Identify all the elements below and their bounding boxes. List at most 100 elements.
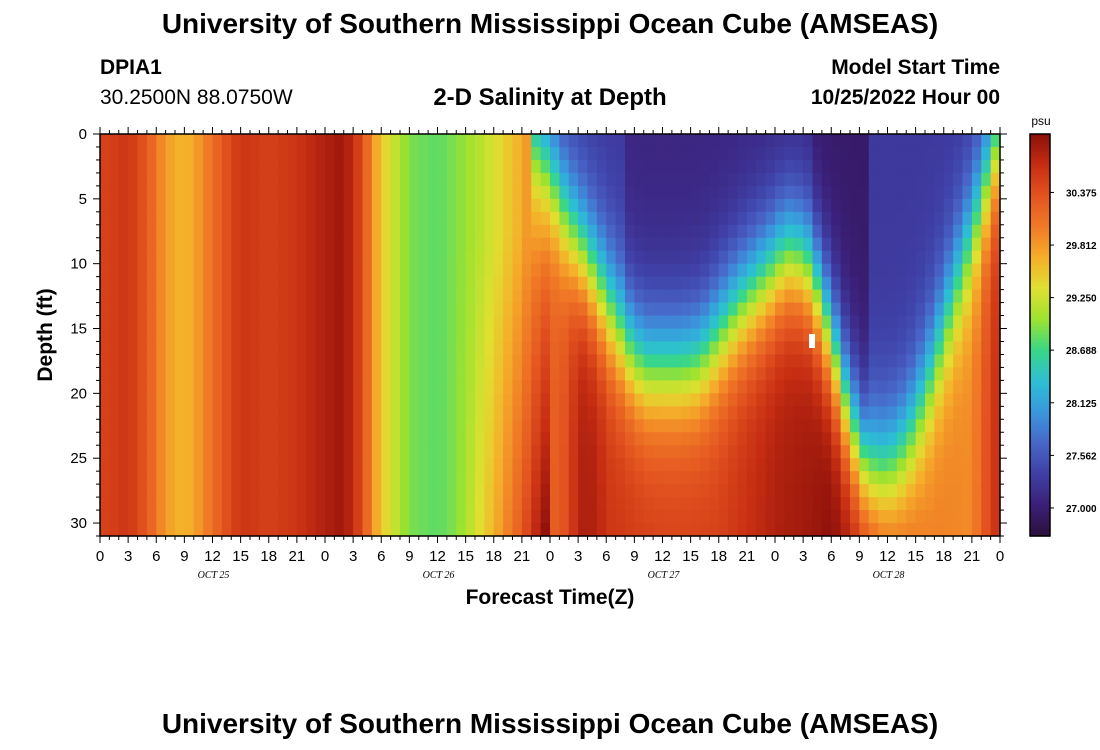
heatmap-cell <box>681 198 692 213</box>
heatmap-cell <box>821 367 832 381</box>
heatmap-cell <box>456 289 467 304</box>
heatmap-cell <box>475 146 485 161</box>
heatmap-cell <box>906 276 917 291</box>
heatmap-cell <box>953 315 964 330</box>
heatmap-cell <box>606 523 617 537</box>
colorbar-segment <box>1030 393 1050 396</box>
heatmap-cell <box>287 393 298 407</box>
heatmap-cell <box>259 302 270 317</box>
heatmap-cell <box>793 484 804 498</box>
heatmap-cell <box>193 510 204 524</box>
heatmap-cell <box>690 367 701 381</box>
heatmap-cell <box>775 289 785 304</box>
heatmap-cell <box>896 497 907 511</box>
heatmap-cell <box>259 134 270 148</box>
heatmap-cell <box>240 198 251 213</box>
heatmap-cell <box>568 497 579 511</box>
heatmap-cell <box>671 419 682 433</box>
heatmap-cell <box>118 445 129 459</box>
heatmap-cell <box>728 367 739 381</box>
heatmap-cell <box>240 510 251 524</box>
heatmap-cell <box>146 159 157 174</box>
heatmap-cell <box>484 302 495 317</box>
heatmap-cell <box>718 302 729 317</box>
heatmap-cell <box>118 393 129 407</box>
heatmap-cell <box>259 341 270 356</box>
heatmap-cell <box>100 211 110 226</box>
heatmap-cell <box>831 289 842 304</box>
heatmap-cell <box>671 198 682 213</box>
heatmap-cell <box>662 276 673 291</box>
heatmap-cell <box>175 432 185 446</box>
heatmap-cell <box>943 328 954 343</box>
heatmap-cell <box>962 510 973 524</box>
heatmap-cell <box>446 497 457 511</box>
heatmap-cell <box>784 250 795 265</box>
heatmap-cell <box>925 211 935 226</box>
heatmap-cell <box>493 458 504 472</box>
colorbar-segment <box>1030 288 1050 292</box>
heatmap-cell <box>756 263 767 278</box>
heatmap-cell <box>193 289 204 304</box>
heatmap-cell <box>962 224 973 239</box>
heatmap-cell <box>550 354 560 369</box>
heatmap-cell <box>812 341 823 356</box>
heatmap-cell <box>784 172 795 187</box>
heatmap-cell <box>671 458 682 472</box>
heatmap-cell <box>953 289 964 304</box>
heatmap-cell <box>231 432 242 446</box>
heatmap-cell <box>606 250 617 265</box>
heatmap-cell <box>296 445 307 459</box>
heatmap-cell <box>981 185 992 200</box>
heatmap-cell <box>278 276 289 291</box>
heatmap-cell <box>578 484 589 498</box>
heatmap-cell <box>550 146 560 161</box>
heatmap-cell <box>718 419 729 433</box>
heatmap-cell <box>437 393 448 407</box>
heatmap-cell <box>821 237 832 252</box>
heatmap-cell <box>240 445 251 459</box>
colorbar-segment <box>1030 391 1050 394</box>
heatmap-cell <box>250 380 260 394</box>
colorbar-label: 29.250 <box>1066 294 1097 305</box>
heatmap-cell <box>531 315 542 330</box>
heatmap-cell <box>971 471 982 485</box>
heatmap-cell <box>371 393 382 407</box>
heatmap-cell <box>362 185 373 200</box>
heatmap-cell <box>484 237 495 252</box>
heatmap-cell <box>456 276 467 291</box>
heatmap-cell <box>925 471 935 485</box>
heatmap-cell <box>203 185 214 200</box>
heatmap-cell <box>643 432 654 446</box>
heatmap-cell <box>615 289 626 304</box>
heatmap-cell <box>596 172 607 187</box>
heatmap-cell <box>512 471 523 485</box>
heatmap-cell <box>146 134 157 148</box>
heatmap-cell <box>381 341 392 356</box>
colorbar-segment <box>1030 200 1050 203</box>
heatmap-cell <box>662 523 673 537</box>
heatmap-cell <box>221 393 232 407</box>
heatmap-cell <box>990 146 1001 161</box>
heatmap-cell <box>156 471 167 485</box>
heatmap-cell <box>896 302 907 317</box>
heatmap-cell <box>615 159 626 174</box>
heatmap-cell <box>700 250 710 265</box>
heatmap-cell <box>325 159 335 174</box>
heatmap-cell <box>625 484 635 498</box>
heatmap-cell <box>775 315 785 330</box>
heatmap-cell <box>503 432 514 446</box>
heatmap-cell <box>437 250 448 265</box>
heatmap-cell <box>221 224 232 239</box>
heatmap-cell <box>765 406 776 420</box>
heatmap-cell <box>634 497 645 511</box>
heatmap-cell <box>418 510 429 524</box>
heatmap-cell <box>896 406 907 420</box>
heatmap-cell <box>287 302 298 317</box>
heatmap-cell <box>784 198 795 213</box>
heatmap-cell <box>465 250 476 265</box>
colorbar-segment <box>1030 280 1050 284</box>
heatmap-cell <box>709 432 720 446</box>
heatmap-cell <box>334 198 345 213</box>
